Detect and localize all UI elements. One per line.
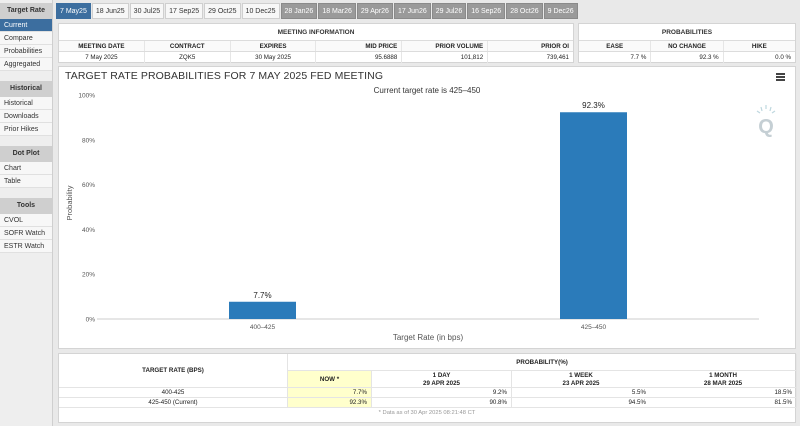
sidebar-item-cvol[interactable]: CVOL	[0, 214, 52, 227]
sidebar-section-historical: Historical	[0, 81, 52, 97]
column-header: PRIOR VOLUME	[402, 41, 489, 51]
no-change-value: 92.3 %	[651, 52, 724, 63]
sidebar: Target Rate Current Compare Probabilitie…	[0, 0, 53, 426]
column-header: CONTRACT	[145, 41, 231, 51]
tab-meeting[interactable]: 29 Apr26	[356, 3, 393, 19]
tab-meeting[interactable]: 9 Dec26	[543, 3, 578, 19]
probability-history-table: TARGET RATE (BPS) PROBABILITY(%) NOW * 1…	[58, 353, 797, 423]
y-tick-label: 60%	[82, 182, 95, 189]
tab-meeting[interactable]: 30 Jul25	[129, 3, 165, 19]
sidebar-item-table[interactable]: Table	[0, 175, 52, 188]
meeting-information-table: MEETING INFORMATION MEETING DATE CONTRAC…	[58, 23, 574, 63]
one-month-cell: 81.5%	[650, 398, 797, 408]
svg-text:Q: Q	[758, 116, 774, 137]
meeting-date-value: 7 May 2025	[59, 52, 145, 63]
contract-value: ZQK5	[145, 52, 231, 63]
column-header: MID PRICE	[316, 41, 403, 51]
mid-price-value: 95.6888	[316, 52, 403, 63]
now-column-header: NOW *	[288, 371, 372, 388]
probabilities-table: PROBABILITIES EASE NO CHANGE HIKE 7.7 % …	[578, 23, 796, 63]
tab-meeting[interactable]: 16 Sep26	[467, 3, 506, 19]
q-logo-icon: Q	[756, 105, 776, 137]
meeting-tabs: 7 May25 18 Jun25 30 Jul25 17 Sep25 29 Oc…	[56, 3, 579, 19]
sidebar-item-chart[interactable]: Chart	[0, 162, 52, 175]
tab-meeting[interactable]: 28 Jan26	[280, 3, 318, 19]
bar-data-label: 7.7%	[253, 291, 271, 300]
bar-data-label: 92.3%	[582, 101, 605, 110]
x-tick-label: 400–425	[250, 324, 276, 331]
column-header: HIKE	[751, 43, 767, 50]
rate-column-header: TARGET RATE (BPS)	[59, 354, 288, 388]
sidebar-item-probabilities[interactable]: Probabilities	[0, 45, 52, 58]
one-day-column-header: 1 DAY 29 APR 2025	[372, 371, 512, 388]
tab-meeting[interactable]: 18 Mar26	[318, 3, 356, 19]
one-month-column-header: 1 MONTH 28 MAR 2025	[650, 371, 797, 388]
y-axis-label: Probability	[65, 185, 74, 220]
sidebar-item-estr-watch[interactable]: ESTR Watch	[0, 240, 52, 253]
prior-oi-value: 739,461	[546, 54, 569, 61]
tab-meeting[interactable]: 29 Oct25	[204, 3, 241, 19]
hike-value: 0.0 %	[775, 54, 791, 61]
one-day-cell: 9.2%	[372, 388, 512, 398]
now-cell: 7.7%	[288, 388, 372, 398]
probability-group-header: PROBABILITY(%)	[288, 354, 797, 371]
sidebar-section-dot-plot: Dot Plot	[0, 146, 52, 162]
sidebar-item-downloads[interactable]: Downloads	[0, 110, 52, 123]
column-header: EXPIRES	[231, 41, 317, 51]
y-tick-label: 80%	[82, 137, 95, 144]
y-tick-label: 40%	[82, 227, 95, 234]
x-axis-label: Target Rate (in bps)	[393, 333, 464, 342]
y-tick-label: 100%	[78, 93, 95, 100]
bar-chart: Current target rate is 425–450 0% 20% 40% 6…	[65, 86, 759, 342]
tab-meeting[interactable]: 18 Jun25	[91, 3, 129, 19]
sidebar-section-tools: Tools	[0, 198, 52, 214]
column-header: EASE	[579, 41, 652, 51]
now-cell: 92.3%	[288, 398, 372, 408]
y-tick-label: 0%	[86, 317, 96, 324]
sidebar-item-prior-hikes[interactable]: Prior Hikes	[0, 123, 52, 136]
sidebar-section-target-rate: Target Rate	[0, 3, 52, 19]
bar-400–425[interactable]	[229, 301, 296, 319]
tab-meeting[interactable]: 28 Oct26	[506, 3, 543, 19]
one-week-cell: 5.5%	[512, 388, 650, 398]
column-header: MEETING DATE	[59, 41, 145, 51]
one-week-cell: 94.5%	[512, 398, 650, 408]
chart-title: TARGET RATE PROBABILITIES FOR 7 MAY 2025…	[65, 70, 384, 82]
one-week-column-header: 1 WEEK 23 APR 2025	[512, 371, 650, 388]
sidebar-item-sofr-watch[interactable]: SOFR Watch	[0, 227, 52, 240]
meeting-information-title: MEETING INFORMATION	[59, 24, 573, 41]
sidebar-item-aggregated[interactable]: Aggregated	[0, 58, 52, 71]
tab-meeting[interactable]: 10 Dec25	[241, 3, 280, 19]
prior-volume-value: 101,812	[402, 52, 489, 63]
expires-value: 30 May 2025	[231, 52, 317, 63]
rate-cell: 400-425	[59, 388, 288, 398]
one-day-cell: 90.8%	[372, 398, 512, 408]
tab-meeting[interactable]: 17 Sep25	[165, 3, 204, 19]
hamburger-menu-icon[interactable]	[776, 73, 785, 81]
column-header: PRIOR OI	[541, 43, 569, 50]
tab-meeting[interactable]: 17 Jun26	[393, 3, 431, 19]
one-month-cell: 18.5%	[650, 388, 797, 398]
bar-425–450[interactable]	[560, 112, 627, 319]
y-tick-label: 20%	[82, 272, 95, 279]
sidebar-item-current[interactable]: Current	[0, 19, 52, 32]
sidebar-item-historical[interactable]: Historical	[0, 97, 52, 110]
chart-panel: TARGET RATE PROBABILITIES FOR 7 MAY 2025…	[58, 66, 796, 349]
probabilities-title: PROBABILITIES	[579, 24, 795, 41]
tab-meeting[interactable]: 7 May25	[56, 3, 91, 19]
chart-subtitle: Current target rate is 425–450	[374, 86, 481, 95]
rate-cell: 425-450 (Current)	[59, 398, 288, 408]
data-timestamp-footnote: * Data as of 30 Apr 2025 08:21:48 CT	[378, 410, 476, 416]
tab-meeting[interactable]: 29 Jul26	[431, 3, 467, 19]
ease-value: 7.7 %	[579, 52, 652, 63]
sidebar-item-compare[interactable]: Compare	[0, 32, 52, 45]
column-header: NO CHANGE	[651, 41, 724, 51]
x-tick-label: 425–450	[581, 324, 607, 331]
